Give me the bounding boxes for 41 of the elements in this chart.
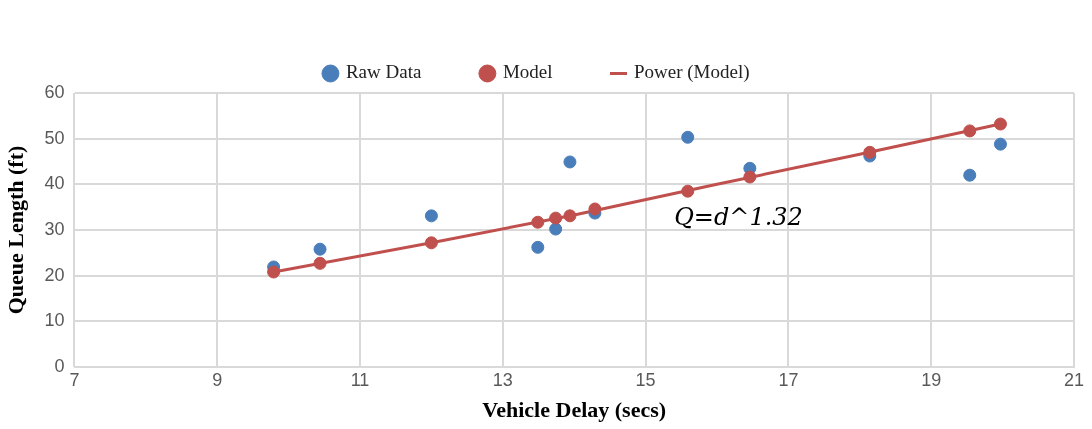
y-tick-label: 40 [44, 173, 65, 194]
y-tick-label: 60 [44, 81, 65, 102]
point [549, 222, 563, 236]
point [563, 155, 577, 169]
point [743, 170, 757, 184]
x-tick-label: 7 [69, 369, 80, 390]
x-axis-title: Vehicle Delay (secs) [482, 397, 667, 423]
x-tick-label: 21 [1063, 369, 1085, 390]
point [963, 124, 977, 138]
point [531, 240, 545, 254]
point [681, 184, 695, 198]
point [424, 236, 438, 250]
y-axis-title: Queue Length (ft) [2, 145, 28, 315]
point [588, 202, 602, 216]
point [424, 209, 438, 223]
point [993, 117, 1007, 131]
point [549, 211, 563, 225]
x-tick-label: 17 [778, 369, 799, 390]
legend-label: Model [502, 61, 553, 83]
point [267, 265, 281, 279]
legend-label: Raw Data [345, 61, 422, 83]
annotation: Q=d^1.32 [674, 203, 803, 232]
x-tick-label: 11 [350, 369, 370, 390]
point [681, 130, 695, 144]
y-tick-label: 50 [44, 127, 65, 148]
x-tick-label: 15 [635, 369, 656, 390]
x-tick-label: 13 [492, 369, 513, 390]
point [963, 168, 977, 182]
x-tick-label: 9 [212, 369, 223, 390]
legend-label: Power (Model) [634, 61, 750, 84]
y-tick-label: 10 [44, 310, 65, 331]
y-tick-label: 30 [44, 218, 65, 239]
y-tick-label: 0 [54, 355, 65, 376]
point [313, 256, 327, 270]
point [313, 242, 327, 256]
y-tick-label: 20 [44, 264, 65, 285]
point [863, 145, 877, 159]
point [563, 209, 577, 223]
x-tick-label: 19 [921, 369, 942, 390]
point [993, 137, 1007, 151]
point [531, 215, 545, 229]
